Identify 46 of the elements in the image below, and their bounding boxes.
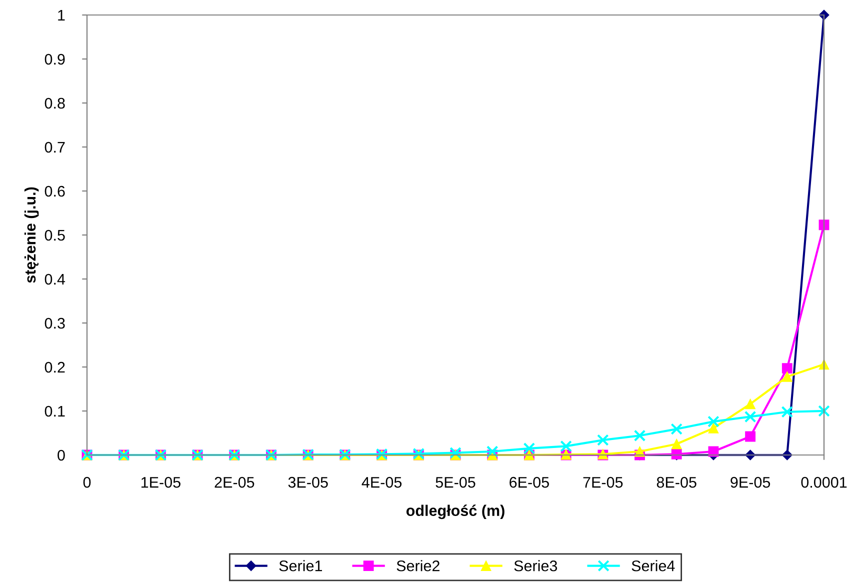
point xyxy=(708,416,720,428)
x-tick-label: 0 xyxy=(83,476,91,488)
x-tick-label: 2E-05 xyxy=(214,476,254,488)
point xyxy=(745,450,756,460)
point xyxy=(781,406,794,418)
legend-label: Serie2 xyxy=(396,560,440,572)
point xyxy=(596,434,609,446)
y-tick-label: 0.5 xyxy=(44,230,65,241)
point xyxy=(782,371,792,382)
legend-label: Serie3 xyxy=(514,560,558,572)
legend-label: Serie4 xyxy=(632,560,675,572)
point xyxy=(744,410,756,423)
point xyxy=(450,446,462,459)
x-tick-label: 0.0001 xyxy=(801,476,847,488)
y-tick-label: 1 xyxy=(58,10,65,21)
y-axis-title: stężenie (j.u.) xyxy=(24,187,39,283)
x-tick-label: 9E-05 xyxy=(730,476,770,488)
x-tick-label: 5E-05 xyxy=(436,476,476,488)
legend-label: Serie1 xyxy=(279,560,322,572)
x-tick-label: 4E-05 xyxy=(362,476,402,488)
x-tick-label: 6E-05 xyxy=(510,476,549,488)
point xyxy=(782,363,792,374)
y-tick-label: 0.7 xyxy=(44,142,65,153)
point xyxy=(634,430,646,442)
y-tick-label: 0.1 xyxy=(44,406,65,417)
y-tick-label: 0.9 xyxy=(44,54,65,65)
x-tick-label: 8E-05 xyxy=(656,476,696,488)
point xyxy=(745,398,756,410)
point xyxy=(745,431,756,442)
x-tick-label: 3E-05 xyxy=(288,476,328,488)
y-tick-label: 0.8 xyxy=(44,98,65,109)
point xyxy=(486,446,498,458)
point xyxy=(671,438,682,450)
x-tick-label: 1E-05 xyxy=(141,476,180,488)
x-tick-label: 7E-05 xyxy=(583,476,623,488)
y-tick-label: 0.4 xyxy=(44,274,66,285)
y-tick-label: 0.3 xyxy=(44,318,65,329)
y-tick-label: 0.6 xyxy=(44,186,65,197)
x-axis-title: odległość (m) xyxy=(406,504,504,520)
point xyxy=(708,422,719,434)
point xyxy=(670,423,683,435)
point xyxy=(523,442,536,454)
point xyxy=(560,440,572,452)
point xyxy=(818,405,830,417)
y-tick-label: 0.2 xyxy=(44,362,65,373)
y-tick-label: 0 xyxy=(58,450,65,461)
